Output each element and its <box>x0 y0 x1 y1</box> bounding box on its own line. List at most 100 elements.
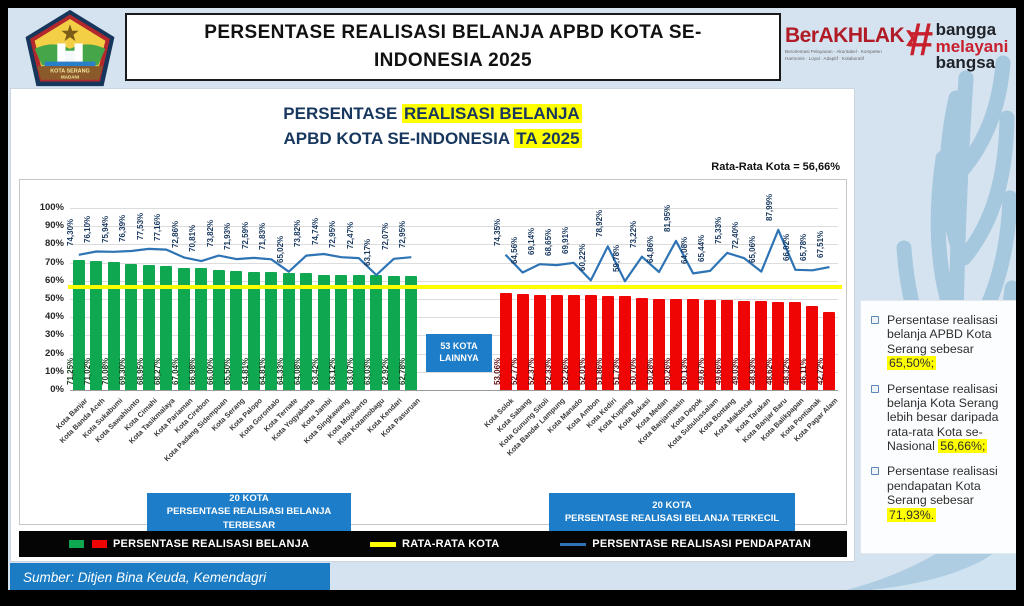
y-tick-label: 50% <box>44 293 64 304</box>
bar-value-label: 64,08% <box>293 357 303 385</box>
line-value-label: 76,10% <box>83 215 93 243</box>
bangga-word-3: bangsa <box>935 53 996 73</box>
line-value-label: 65,02% <box>275 235 285 263</box>
legend-item-rata-rata: RATA-RATA KOTA <box>370 538 499 550</box>
bar-kota-pasuruan <box>405 275 418 390</box>
red-bar-swatch <box>92 540 107 548</box>
bar-kota-depok <box>687 298 700 390</box>
bar-kota-solok <box>499 293 512 390</box>
line-value-label: 65,06% <box>748 235 758 263</box>
line-value-label: 67,51% <box>816 231 826 259</box>
bar-kota-banjarmasin <box>670 298 683 390</box>
y-tick-label: 40% <box>44 311 64 323</box>
caption-terbesar-line1: 20 KOTA <box>229 493 269 505</box>
line-value-label: 72,40% <box>731 222 741 250</box>
bar-kota-bekasi <box>635 297 648 390</box>
kota-serang-logo: KOTA SERANG MADANI <box>18 9 122 87</box>
line-value-label: 77,53% <box>135 212 145 240</box>
bar-kota-pontianak <box>806 306 819 390</box>
line-value-label: 74,30% <box>65 218 75 246</box>
line-value-label: 64,86% <box>645 235 655 263</box>
bar-kota-kediri <box>601 295 614 390</box>
group-caption-terkecil: 20 KOTA PERSENTASE REALISASI BELANJA TER… <box>549 493 795 531</box>
note-2-text: Persentase realisasi belanja Kota Serang… <box>887 381 999 454</box>
bar-kota-tasikmalaya <box>160 265 173 390</box>
other-cities-line1: 53 KOTA <box>440 341 478 352</box>
gridline <box>70 371 838 373</box>
bar-value-label: 66,98% <box>188 357 198 385</box>
bullet-square-icon <box>871 316 879 324</box>
gridline <box>70 280 838 282</box>
bar-kota-medan <box>652 298 665 390</box>
line-value-label: 64,08% <box>680 237 690 265</box>
line-value-label: 72,95% <box>398 221 408 249</box>
yellow-line-swatch <box>370 541 397 547</box>
line-value-label: 70,81% <box>188 225 198 253</box>
bar-value-label: 63,07% <box>345 357 355 385</box>
average-note: Rata-Rata Kota = 56,66% <box>711 161 840 173</box>
y-tick-label: 30% <box>44 329 64 341</box>
star-icon <box>61 24 79 42</box>
chart-plot-area: 53 KOTA LAINNYA 0% 10% 20% 30% 40% 50% 60% 70% 8… <box>19 179 847 525</box>
note-3-highlight: 71,93%. <box>887 507 937 522</box>
bar-value-label: 63,12% <box>328 357 338 385</box>
slide-title-box: PERSENTASE REALISASI BELANJA APBD KOTA S… <box>125 13 781 81</box>
line-value-label: 63,17% <box>363 238 373 267</box>
bar-kota-tarakan <box>755 300 768 390</box>
chart-title-highlight1: REALISASI BELANJA <box>402 104 582 123</box>
bar-value-label: 49,67% <box>697 357 707 385</box>
bar-value-label: 52,26% <box>560 357 570 385</box>
gridline <box>70 262 838 264</box>
note-bullet-3: Persentase realisasi pendapatan Kota Ser… <box>871 464 1015 522</box>
bullet-square-icon <box>871 467 879 476</box>
line-value-label: 69,91% <box>560 226 570 254</box>
note-3-text: Persentase realisasi pendapatan Kota Ser… <box>887 464 998 508</box>
slide-title-line1: PERSENTASE REALISASI BELANJA APBD KOTA S… <box>204 22 702 44</box>
line-value-label: 75,94% <box>100 215 110 243</box>
line-value-label: 72,95% <box>328 221 338 249</box>
bar-kota-gunung-sitoli <box>533 294 546 390</box>
line-value-label: 78,92% <box>594 210 604 238</box>
berakhlak-arrow-icon: ❯ <box>904 29 917 46</box>
bar-value-label: 52,01% <box>577 357 587 385</box>
berakhlak-logo: BerAKHLAK❯ Berorientasi Pelayanan · Akun… <box>785 24 917 61</box>
presentation-slide: KOTA SERANG MADANI PERSENTASE REALISASI … <box>8 8 1016 590</box>
gridline <box>70 299 838 300</box>
bar-value-label: 63,42% <box>310 357 320 385</box>
bar-kota-palopo <box>247 272 260 390</box>
bar-kota-kotamobagu <box>370 275 383 390</box>
caption-terbesar-line2: PERSENTASE REALISASI BELANJA TERBESAR <box>166 506 332 531</box>
line-value-label: 72,59% <box>240 221 250 249</box>
bar-kota-banjar <box>72 260 85 390</box>
logo-banner-subtext: MADANI <box>61 74 79 79</box>
legend-bar: PERSENTASE REALISASI BELANJA RATA-RATA K… <box>19 531 847 557</box>
bar-value-label: 49,66% <box>714 357 724 385</box>
bar-kota-singkawang <box>335 275 348 390</box>
chart-title-seg1: PERSENTASE <box>283 104 403 123</box>
other-cities-box: 53 KOTA LAINNYA <box>426 334 492 372</box>
bar-kota-mojokerto <box>352 275 365 390</box>
bar-value-label: 50,28% <box>645 357 655 385</box>
bar-value-label: 51,73% <box>611 357 621 385</box>
bar-value-label: 49,03% <box>731 357 741 385</box>
bar-value-label: 48,62% <box>765 357 775 385</box>
line-value-label: 73,82% <box>205 219 215 247</box>
bar-value-label: 51,86% <box>594 357 604 385</box>
note-1-text: Persentase realisasi belanja APBD Kota S… <box>887 313 998 356</box>
line-value-label: 73,82% <box>293 219 303 247</box>
line-value-label: 60,22% <box>577 244 587 272</box>
bangga-word-1: bangga <box>935 20 997 39</box>
line-value-label: 77,16% <box>153 213 163 241</box>
line-value-label: 74,74% <box>310 217 320 245</box>
bar-value-label: 68,95% <box>135 357 145 385</box>
note-bullet-1: Persentase realisasi belanja APBD Kota S… <box>871 313 1015 371</box>
hashtag-icon: # <box>907 13 933 65</box>
average-line <box>68 284 842 289</box>
legend-label-rata-rata: RATA-RATA KOTA <box>402 538 500 550</box>
bar-value-label: 46,11% <box>799 358 809 385</box>
line-value-label: 72,47% <box>345 221 355 250</box>
line-value-label: 73,22% <box>628 220 638 248</box>
note-1-highlight: 65,50%; <box>887 356 937 371</box>
bar-value-label: 50,26% <box>663 357 673 385</box>
plot: 53 KOTA LAINNYA 0% 10% 20% 30% 40% 50% 60% 70% 8… <box>40 194 842 463</box>
